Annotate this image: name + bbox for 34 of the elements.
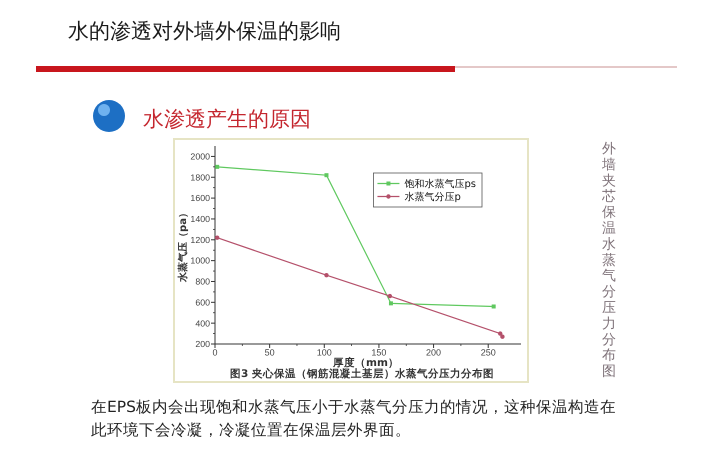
y-tick-label: 1000 [190,256,210,266]
x-tick-label: 250 [480,348,496,358]
chart-title: 水的渗透对外墙外保温的影响 [68,19,341,43]
y-tick-label: 600 [195,297,210,308]
point [215,164,220,169]
point [500,334,505,339]
x-axis-title: 厚度（mm） [332,356,399,369]
point [324,273,329,278]
x-tick-label: 100 [316,348,332,358]
y-tick-label: 400 [195,318,210,328]
y-tick-label: 200 [195,339,210,350]
point [388,294,392,298]
y-tick-label: 800 [195,276,210,287]
text: 在EPS板内会出现饱和水蒸气压小于水蒸气分压力的情况，这种保温构造在此环境下会冷凝，冷凝位置在保温层外界面。 [91,398,616,439]
y-tick-label: 2000 [190,152,210,162]
chart-subtitle: 水渗透产生的原因 [143,107,311,131]
text: 外墙夹芯保温水蒸气分压力分布图 [602,141,616,380]
x-tick-label: 200 [426,348,442,358]
y-tick-label: 1200 [190,234,210,245]
point [492,304,496,308]
y-tick-label: 1400 [190,214,210,224]
caption: 图3 夹心保温（钢筋混凝土基层）水蒸气分压力分布图 [230,367,494,380]
y-tick-label: 1600 [190,193,210,204]
x-tick-label: 150 [371,348,386,358]
legend-label: 水蒸气分压p [404,191,461,203]
point [214,236,220,240]
y-tick-label: 1800 [190,172,210,182]
point [324,173,328,178]
legend-label: 饱和水蒸气压ps [403,178,476,190]
x-tick-label: 50 [264,348,275,358]
y-axis-title: 水蒸气压（pa） [177,208,189,283]
x-tick-label: 0 [212,348,218,358]
point [388,301,393,306]
point [498,331,502,336]
